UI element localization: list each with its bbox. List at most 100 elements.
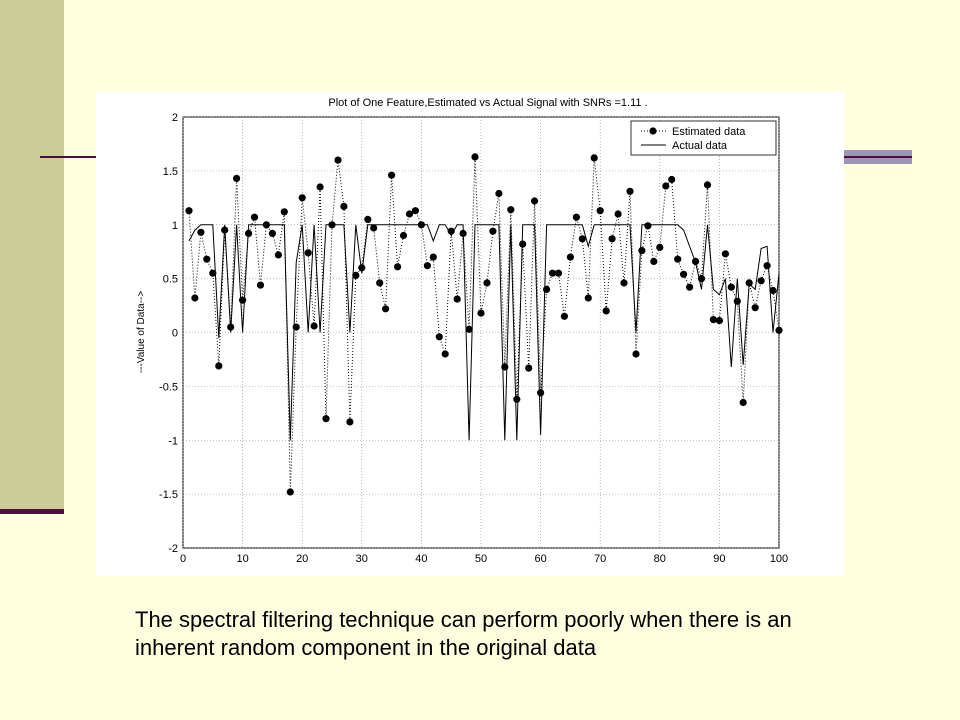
estimated-data-point [346, 418, 354, 426]
y-tick-label: 1 [172, 220, 178, 232]
estimated-data-point [715, 317, 724, 325]
estimated-data-point [286, 488, 294, 496]
estimated-data-point [632, 350, 640, 358]
estimated-data-point [417, 221, 425, 229]
estimated-data-point [650, 257, 658, 265]
chart-title: Plot of One Feature,Estimated vs Actual … [328, 97, 647, 109]
chart-svg: Plot of One Feature,Estimated vs Actual … [136, 97, 788, 565]
estimated-data-point [489, 227, 497, 235]
estimated-data-point [185, 207, 193, 215]
estimated-data-point [322, 415, 330, 423]
estimated-data-point [572, 213, 580, 221]
estimated-data-point [197, 228, 205, 236]
estimated-data-point [590, 154, 598, 162]
legend-box [630, 120, 777, 156]
estimated-data-point [203, 255, 211, 263]
estimated-data-point [423, 262, 431, 270]
estimated-data-point [191, 294, 199, 302]
legend: Estimated data Actual data [630, 120, 777, 156]
legend-estimated-marker [649, 127, 657, 135]
y-tick-label: -2 [168, 543, 178, 555]
tick-labels: 0 10 20 30 40 50 60 70 80 90 100 -2 -1.5 -1 -0.5 0 0.5 1 1… [159, 112, 788, 565]
estimated-data-point [525, 364, 533, 372]
estimated-data-point [233, 174, 241, 182]
estimated-data-point [560, 312, 568, 320]
estimated-data-point [250, 213, 259, 221]
estimated-data-point [721, 250, 730, 258]
estimated-data-point [310, 322, 318, 330]
legend-actual-label: Actual data [672, 140, 728, 152]
estimated-data-point [376, 279, 384, 287]
estimated-data-point [370, 224, 378, 232]
x-tick-label: 50 [475, 553, 487, 565]
estimated-data-point [656, 243, 664, 251]
estimated-data-point [292, 323, 300, 331]
estimated-data-point [382, 305, 390, 313]
x-tick-label: 70 [594, 553, 606, 565]
estimated-data-point [745, 279, 753, 287]
estimated-data-point [465, 325, 473, 333]
estimated-data-point [703, 181, 712, 189]
estimated-data-point [709, 316, 718, 324]
estimated-data-point [209, 269, 217, 277]
estimated-data-point [227, 323, 235, 331]
estimated-data-point [328, 221, 336, 229]
y-axis-label: ---Value of Data--> [136, 291, 147, 374]
estimated-data-point [733, 297, 741, 305]
estimated-data-point [757, 277, 765, 285]
estimated-data-point [537, 389, 545, 397]
y-tick-label: -0.5 [159, 381, 178, 393]
estimated-data-point [304, 249, 312, 257]
estimated-data-point [775, 326, 783, 334]
estimated-data-point [358, 264, 366, 272]
estimated-data-point [256, 281, 265, 289]
grid-layer [182, 116, 780, 549]
estimated-data-point [280, 208, 288, 216]
estimated-data-point [662, 182, 670, 190]
title-rule-left [40, 156, 120, 158]
estimated-data-point [334, 156, 342, 164]
estimated-data-point [477, 309, 485, 317]
estimated-data-point [769, 286, 777, 295]
estimated-data-point [680, 270, 688, 278]
x-tick-label: 60 [534, 553, 546, 565]
y-tick-label: 1.5 [163, 166, 178, 178]
estimated-data-point [316, 183, 324, 191]
estimated-data-point [674, 255, 682, 263]
estimated-data-point [620, 279, 628, 287]
x-tick-label: 40 [415, 553, 427, 565]
estimated-data-point [763, 262, 771, 270]
estimated-data-point [221, 226, 229, 234]
estimated-data-point [554, 269, 563, 277]
estimated-data-point [352, 271, 360, 279]
x-tick-label: 30 [356, 553, 368, 565]
estimated-data-point [340, 202, 348, 210]
estimated-data-point [483, 279, 491, 287]
estimated-data-point [626, 187, 634, 195]
x-tick-label: 0 [180, 553, 186, 565]
estimated-data-point [697, 275, 706, 283]
estimated-data-point [727, 283, 735, 291]
estimated-data-point [435, 333, 443, 341]
estimated-data-point [548, 269, 557, 277]
estimated-data-point [578, 235, 586, 243]
y-tick-label: -1.5 [159, 489, 178, 501]
estimated-data-point [459, 229, 467, 237]
estimated-data-point [441, 350, 449, 358]
x-tick-label: 80 [654, 553, 666, 565]
x-tick-label: 100 [770, 553, 788, 565]
y-tick-label: -1 [168, 435, 178, 447]
estimated-data-point [501, 363, 509, 371]
estimated-data-line [188, 156, 780, 493]
series-layer [185, 153, 783, 496]
x-tick-label: 90 [713, 553, 725, 565]
estimated-data-point [388, 171, 396, 179]
estimated-data-point [614, 210, 622, 218]
estimated-data-point [644, 222, 652, 230]
estimated-data-point [543, 285, 551, 293]
estimated-data-point [596, 207, 604, 215]
estimated-data-point [298, 194, 306, 202]
estimated-data-point [513, 395, 521, 403]
estimated-data-point [507, 206, 515, 214]
y-tick-label: 0 [172, 328, 178, 340]
